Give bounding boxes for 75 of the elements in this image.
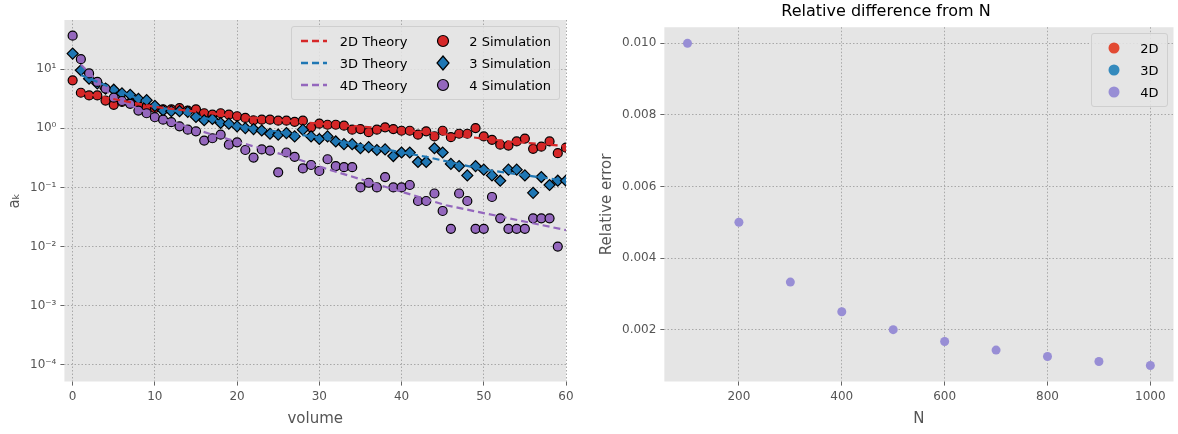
- y-tick-label: 10⁰: [36, 120, 57, 135]
- point: [67, 30, 78, 41]
- x-tick-label: 40: [393, 388, 410, 403]
- y-axis-title: Relative error: [596, 152, 615, 256]
- legend-label: 2 Simulation: [469, 33, 551, 49]
- point: [734, 217, 744, 227]
- point: [503, 223, 514, 234]
- point: [445, 223, 456, 234]
- legend-label: 3 Simulation: [469, 55, 551, 71]
- x-tick-label: 0: [68, 388, 77, 403]
- point: [1094, 357, 1104, 367]
- point: [1043, 352, 1052, 362]
- legend-label: 4D Theory: [339, 77, 408, 93]
- x-tick-label: 600: [933, 388, 957, 403]
- point: [478, 223, 489, 234]
- x-tick-label: 1000: [1135, 388, 1166, 403]
- point: [785, 277, 795, 287]
- y-tick-label: 10⁻³: [29, 297, 57, 312]
- legend-label: 2D Theory: [339, 33, 408, 49]
- y-tick-label: 0.002: [621, 321, 657, 336]
- y-tick-label: 10⁻²: [29, 238, 57, 253]
- point: [552, 241, 563, 252]
- x-tick-label: 400: [830, 388, 854, 403]
- legend-label: 4 Simulation: [469, 77, 551, 93]
- point: [991, 345, 1001, 355]
- point: [683, 38, 692, 48]
- legend-label: 4D: [1140, 84, 1159, 100]
- point: [462, 195, 473, 207]
- legend-label: 3D Theory: [339, 55, 408, 71]
- point: [322, 154, 333, 165]
- point: [519, 223, 530, 234]
- point: [380, 171, 391, 183]
- point: [837, 307, 847, 317]
- x-tick-label: 30: [311, 388, 327, 403]
- point: [273, 167, 284, 178]
- x-tick-label: 10: [147, 388, 163, 403]
- y-tick-label: 0.010: [621, 35, 657, 50]
- point: [536, 213, 547, 224]
- y-axis-title: aₖ: [4, 193, 23, 209]
- point: [1145, 360, 1155, 370]
- y-tick-label: 10⁻¹: [29, 179, 57, 194]
- legend-label: 2D: [1140, 40, 1159, 56]
- point: [888, 325, 898, 335]
- point: [314, 165, 325, 177]
- point: [355, 182, 366, 193]
- x-tick-label: 60: [558, 388, 574, 403]
- point: [248, 152, 259, 163]
- y-tick-label: 0.006: [621, 178, 657, 193]
- point: [347, 162, 358, 173]
- point: [511, 223, 522, 234]
- point: [940, 337, 950, 347]
- y-tick-label: 10⁻⁴: [29, 356, 57, 371]
- point: [199, 135, 210, 146]
- x-tick-label: 200: [727, 388, 751, 403]
- point: [486, 191, 498, 203]
- x-axis-title: N: [913, 408, 925, 427]
- y-tick-label: 10¹: [36, 61, 57, 76]
- point: [470, 223, 481, 234]
- x-tick-label: 20: [229, 388, 245, 403]
- point: [454, 188, 465, 199]
- point: [429, 188, 440, 199]
- point: [404, 179, 415, 191]
- point: [75, 54, 86, 65]
- point: [297, 163, 308, 174]
- point: [437, 205, 448, 217]
- y-tick-label: 0.008: [621, 107, 657, 122]
- x-tick-label: 800: [1036, 388, 1059, 403]
- point: [240, 144, 251, 156]
- legend-label: 3D: [1140, 62, 1159, 78]
- chart-title: Relative difference from N: [781, 0, 991, 20]
- point: [544, 213, 555, 224]
- point: [338, 162, 350, 173]
- x-tick-label: 50: [476, 388, 492, 403]
- x-axis-title: volume: [287, 408, 343, 427]
- y-tick-label: 0.004: [621, 250, 657, 265]
